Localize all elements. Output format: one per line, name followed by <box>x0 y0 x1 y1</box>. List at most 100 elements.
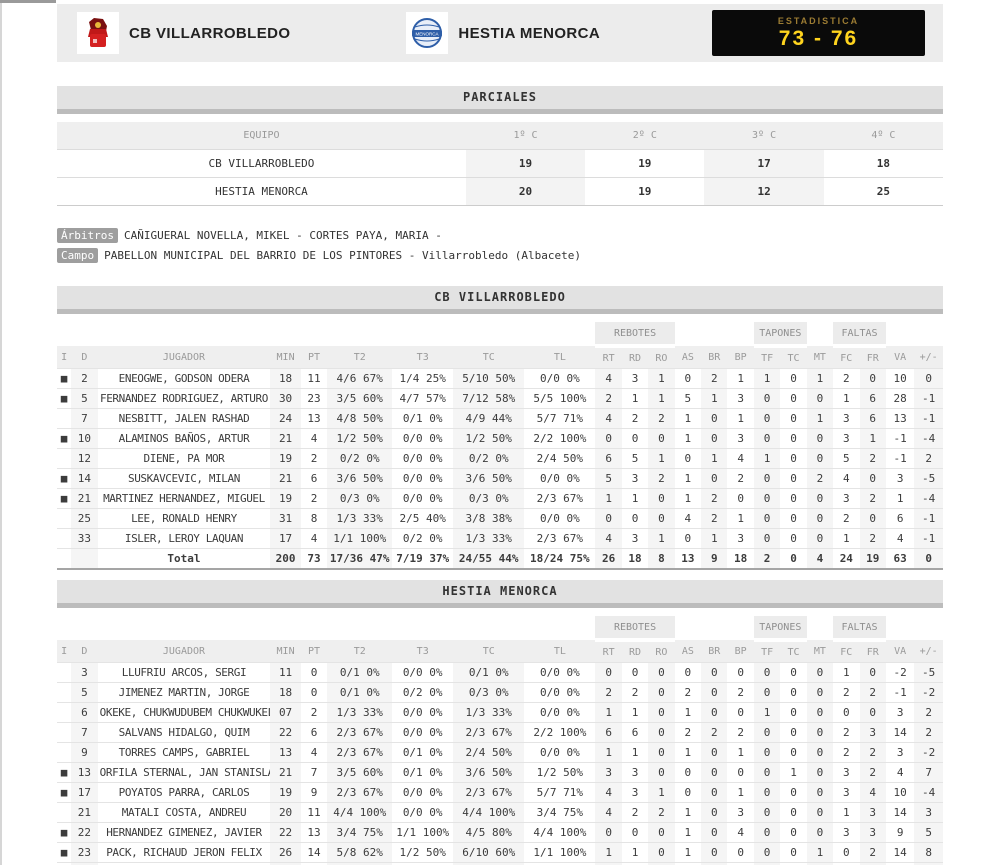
total-bp: 18 <box>727 548 754 570</box>
player-row: 25 LEE, RONALD HENRY 31 8 1/3 33% 2/5 40% 3/8 … <box>57 508 943 529</box>
stat-ro: 0 <box>648 822 675 843</box>
player-name-link[interactable]: LLUFRIU ARCOS, SERGI <box>97 662 271 683</box>
stat-t2: 4/8 50% <box>327 408 393 429</box>
stat-t3: 2/5 40% <box>392 508 454 529</box>
stat-ro: 2 <box>648 468 675 489</box>
player-name-link[interactable]: MENDEZ CARRION, ADRIAN <box>97 862 271 865</box>
stat-tc: 0 <box>780 782 807 803</box>
starter-indicator <box>57 408 72 429</box>
stat-rt: 6 <box>595 448 622 469</box>
total-rd: 18 <box>621 548 649 570</box>
stat-tc: 0 <box>780 802 807 823</box>
col-header-va: VA <box>885 640 915 663</box>
stat-rt: 4 <box>595 368 622 389</box>
starter-indicator: ■ <box>57 428 72 449</box>
stat-min: 11 <box>270 662 301 683</box>
stat-fc: 2 <box>833 508 860 529</box>
parciales-col-q1: 1º C <box>465 122 586 150</box>
teams-host: CB VILLARROBLEDO REBOTES TAPONES FALTAS … <box>57 286 943 865</box>
stat-pt: 4 <box>300 742 328 763</box>
stat-pt: 4 <box>300 528 328 549</box>
stat-as: 1 <box>674 802 702 823</box>
parciales-col-q2: 2º C <box>585 122 705 150</box>
stat-plusminus: -5 <box>914 662 943 683</box>
player-name-link[interactable]: ALAMINOS BAÑOS, ARTUR <box>97 428 271 449</box>
stat-min: 24 <box>270 408 301 429</box>
col-header-as: AS <box>674 346 702 369</box>
col-header-rd: RD <box>621 640 649 663</box>
stat-bp: 1 <box>727 782 754 803</box>
stat-tc: 3/8 38% <box>453 508 525 529</box>
player-name-link[interactable]: HERNANDEZ GIMENEZ, JAVIER <box>97 822 271 843</box>
stat-bp: 3 <box>727 528 754 549</box>
stat-min: 18 <box>270 682 301 703</box>
stat-mt: 1 <box>806 842 834 863</box>
stat-rd: 0 <box>621 822 649 843</box>
player-name-link[interactable]: OKEKE, CHUKWUDUBEM CHUKWUKELUE <box>97 702 271 723</box>
stat-plusminus: -5 <box>914 468 943 489</box>
stat-tl: 0/0 0% <box>524 702 596 723</box>
stat-plusminus: 1 <box>914 862 943 865</box>
player-dorsal: 10 <box>71 428 98 449</box>
stat-va: -1 <box>885 428 915 449</box>
player-name-link[interactable]: FERNANDEZ RODRIGUEZ, ARTURO <box>97 388 271 409</box>
stat-va: 3 <box>885 742 915 763</box>
total-ro: 8 <box>648 548 675 570</box>
stat-mt: 0 <box>806 762 834 783</box>
col-header-d: D <box>71 346 98 369</box>
starter-indicator <box>57 722 72 743</box>
stats-body: 3 LLUFRIU ARCOS, SERGI 11 0 0/1 0% 0/0 0% 0/1 … <box>57 662 943 865</box>
player-name-link[interactable]: LEE, RONALD HENRY <box>97 508 271 529</box>
player-name-link[interactable]: POYATOS PARRA, CARLOS <box>97 782 271 803</box>
stat-tc: 0 <box>780 662 807 683</box>
parciales-col-q3: 3º C <box>704 122 824 150</box>
player-name-link[interactable]: PACK, RICHAUD JERON FELIX <box>97 842 271 863</box>
starter-indicator: ■ <box>57 368 72 389</box>
stat-t3: 0/1 0% <box>392 408 454 429</box>
col-header-pt: PT <box>300 346 328 369</box>
stat-va: 4 <box>885 762 915 783</box>
parciales-quarter-value: 20 <box>465 177 586 206</box>
player-name-link[interactable]: SALVANS HIDALGO, QUIM <box>97 722 271 743</box>
player-name-link[interactable]: ORFILA STERNAL, JAN STANISLAV <box>97 762 271 783</box>
stat-tf: 0 <box>753 662 781 683</box>
stat-t3: 0/2 0% <box>392 528 454 549</box>
stat-plusminus: 8 <box>914 842 943 863</box>
total-tf: 2 <box>753 548 781 570</box>
tapones-group-header: TAPONES <box>753 322 807 348</box>
stat-tf: 1 <box>753 702 781 723</box>
stat-pt: 14 <box>300 842 328 863</box>
stat-rt: 4 <box>595 408 622 429</box>
stat-rt: 0 <box>595 822 622 843</box>
rebotes-group-header: REBOTES <box>595 322 675 348</box>
player-name-link[interactable]: JIMENEZ MARTIN, JORGE <box>97 682 271 703</box>
player-name-link[interactable]: MARTINEZ HERNANDEZ, MIGUEL <box>97 488 271 509</box>
player-name-link[interactable]: MATALI COSTA, ANDREU <box>97 802 271 823</box>
parciales-row: HESTIA MENORCA 20 19 12 25 <box>57 177 943 206</box>
col-header-tc: TC <box>453 346 525 369</box>
stat-fc: 2 <box>833 862 860 865</box>
player-dorsal: 12 <box>71 448 98 469</box>
player-name-link[interactable]: DIENE, PA MOR <box>97 448 271 469</box>
total-tc: 0 <box>780 548 807 570</box>
player-name-link[interactable]: SUSKAVCEVIC, MILAN <box>97 468 271 489</box>
stat-fr: 2 <box>859 762 886 783</box>
stat-plusminus: 2 <box>914 448 943 469</box>
col-header-t3: T3 <box>392 346 454 369</box>
stat-rd: 1 <box>621 702 649 723</box>
player-name-link[interactable]: NESBITT, JALEN RASHAD <box>97 408 271 429</box>
stat-t3: 1/4 25% <box>392 368 454 389</box>
stat-tf: 1 <box>753 368 781 389</box>
player-name-link[interactable]: TORRES CAMPS, GABRIEL <box>97 742 271 763</box>
total-label: Total <box>97 548 271 570</box>
stat-t2: 0/2 0% <box>327 448 393 469</box>
stat-t3: 0/0 0% <box>392 702 454 723</box>
player-name-link[interactable]: ISLER, LEROY LAQUAN <box>97 528 271 549</box>
stat-tc: 7/12 58% <box>453 388 525 409</box>
stat-tf: 0 <box>753 722 781 743</box>
stat-plusminus: -4 <box>914 488 943 509</box>
stat-tc: 2/3 67% <box>453 782 525 803</box>
player-name-link[interactable]: ENEOGWE, GODSON ODERA <box>97 368 271 389</box>
stat-tc: 0 <box>780 742 807 763</box>
tapones-group-header: TAPONES <box>753 616 807 642</box>
